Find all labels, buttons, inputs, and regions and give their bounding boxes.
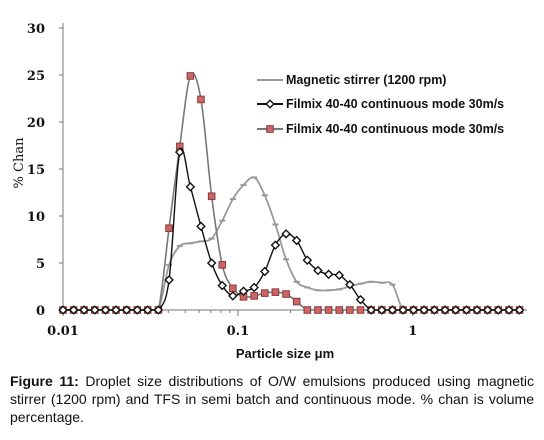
data-point: [165, 224, 173, 233]
data-point: [68, 305, 79, 315]
data-point: [174, 147, 185, 157]
data-point: [249, 282, 259, 293]
series-line: [63, 148, 520, 311]
data-point: [206, 258, 217, 268]
y-tick-label: 25: [27, 69, 45, 84]
legend-item-2: Filmix 40-40 continuous mode 30m/s: [257, 97, 504, 111]
data-point: [266, 125, 274, 133]
figure-caption-text: Droplet size distributions of O/W emulsi…: [10, 373, 534, 425]
data-point: [346, 306, 354, 314]
data-point: [345, 279, 355, 290]
data-point: [100, 305, 111, 315]
data-point: [377, 305, 387, 315]
data-point: [132, 305, 143, 315]
data-point: [334, 270, 345, 281]
data-point: [356, 306, 365, 314]
data-point: [153, 305, 164, 315]
data-point: [142, 305, 153, 315]
data-point: [504, 305, 514, 315]
data-point: [250, 292, 258, 300]
data-point: [207, 192, 216, 201]
data-point: [58, 305, 68, 315]
y-tick-label: 10: [27, 210, 45, 225]
data-point: [229, 284, 237, 293]
series-line: [63, 176, 520, 311]
data-point: [303, 306, 312, 314]
data-point: [260, 289, 269, 297]
data-point: [271, 288, 280, 296]
figure-caption-label: Figure 11:: [10, 373, 79, 389]
data-point: [79, 305, 89, 315]
data-point: [228, 291, 238, 301]
data-point: [387, 305, 398, 315]
data-point: [429, 305, 440, 315]
data-point: [185, 182, 196, 192]
y-tick-label: 30: [27, 22, 45, 37]
legend-item-3: Filmix 40-40 continuous mode 30m/s: [257, 122, 504, 136]
data-point: [366, 305, 376, 315]
y-tick-label: 20: [27, 116, 45, 131]
legend-label: Filmix 40-40 continuous mode 30m/s: [286, 97, 504, 111]
data-point: [164, 275, 174, 285]
y-tick-label: 5: [36, 257, 45, 272]
legend-label: Filmix 40-40 continuous mode 30m/s: [286, 122, 504, 136]
droplet-size-chart: 0 5 10 15 20 25 30 0.01 0.1 1 Magnetic stirrer (1…: [12, 22, 527, 361]
data-point: [324, 306, 333, 314]
data-point: [186, 72, 195, 80]
data-point: [472, 305, 482, 315]
data-point: [419, 305, 429, 315]
legend-item-1: Magnetic stirrer (1200 rpm): [257, 73, 446, 87]
data-point: [197, 95, 205, 104]
data-point: [281, 229, 291, 239]
data-point: [440, 305, 450, 315]
x-tick-label: 0.1: [227, 324, 250, 339]
data-point: [90, 305, 100, 315]
data-point: [291, 235, 302, 246]
data-point: [450, 305, 461, 315]
data-point: [493, 305, 503, 315]
data-point: [314, 306, 322, 314]
data-point: [217, 280, 228, 291]
data-point: [196, 221, 206, 232]
x-tick-label: 1: [408, 324, 417, 339]
data-point: [355, 294, 366, 305]
data-point: [111, 305, 121, 315]
series-1: [63, 176, 520, 311]
data-point: [461, 305, 472, 315]
data-point: [313, 265, 323, 276]
figure-caption: Figure 11: Droplet size distributions of…: [10, 372, 534, 426]
data-point: [121, 305, 132, 315]
data-point: [282, 290, 290, 298]
data-point: [259, 266, 270, 277]
data-point: [265, 99, 275, 109]
data-point: [335, 306, 344, 314]
data-point: [398, 305, 408, 315]
data-point: [302, 255, 313, 265]
data-point: [238, 286, 249, 296]
series-2: [58, 147, 525, 315]
y-tick-label: 15: [27, 163, 45, 178]
data-point: [514, 305, 525, 315]
data-point: [292, 297, 301, 306]
x-axis-title: Particle size μm: [236, 346, 334, 361]
data-point: [482, 305, 493, 315]
data-point: [270, 240, 281, 250]
data-point: [408, 305, 419, 315]
data-point: [323, 269, 334, 280]
x-tick-label: 0.01: [47, 324, 79, 339]
y-tick-label: 0: [36, 304, 45, 319]
chart-legend: Magnetic stirrer (1200 rpm) Filmix 40-40 …: [257, 73, 504, 136]
y-axis-title: % Chan: [12, 137, 27, 189]
chart-series: [58, 72, 525, 315]
legend-label: Magnetic stirrer (1200 rpm): [286, 73, 446, 87]
data-point: [218, 261, 227, 269]
